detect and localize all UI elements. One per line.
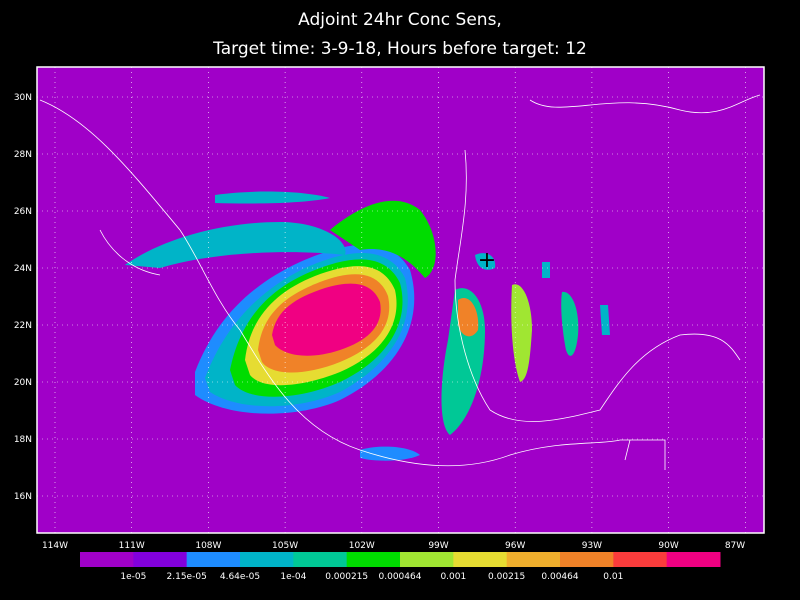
lon-label: 96W [505,541,525,551]
lon-label: 93W [582,541,602,551]
colorbar-label: 0.000464 [379,572,422,582]
lon-label: 90W [658,541,678,551]
lon-label: 108W [195,541,221,551]
lat-label: 24N [14,264,32,274]
lat-label: 22N [14,321,32,331]
colorbar-swatch [560,552,614,567]
colorbar-swatch [613,552,668,567]
lat-label: 28N [14,150,32,160]
title-line: Target time: 3-9-18, Hours before target… [212,39,587,59]
title-line: Adjoint 24hr Conc Sens, [298,10,502,30]
lat-label: 30N [14,93,32,103]
colorbar-label: 1e-05 [120,572,146,582]
colorbar-label: 0.01 [603,572,623,582]
colorbar-label: 1e-04 [280,572,306,582]
lon-label: 102W [349,541,375,551]
colorbar-label: 0.001 [440,572,466,582]
colorbar-swatch [80,552,134,567]
colorbar-swatch [666,552,721,567]
graticule [37,67,764,533]
lon-label: 87W [725,541,745,551]
colorbar-swatch [133,552,188,567]
colorbar-swatch [186,552,241,567]
colorbar-swatch [346,552,401,567]
colorbar-swatch [453,552,508,567]
colorbar-swatch [293,552,348,567]
colorbar-label: 2.15e-05 [167,572,207,582]
lon-label: 114W [42,541,68,551]
colorbar-label: 4.64e-05 [220,572,260,582]
colorbar-swatch [506,552,561,567]
colorbar-label: 0.00464 [541,572,578,582]
axis-labels: 30N 28N 26N 24N 22N 20N 18N 16N 114W 111W 108W 105W… [14,93,745,551]
map-frame [36,66,765,534]
lat-label: 16N [14,492,32,502]
field-contours [125,191,610,461]
lon-label: 111W [119,541,145,551]
colorbar: 1e-05 2.15e-05 4.64e-05 1e-04 0.000215 0.0004… [80,552,721,582]
lon-label: 105W [272,541,298,551]
lon-label: 99W [428,541,448,551]
lat-label: 26N [14,207,32,217]
target-marker: + [478,248,496,273]
lat-label: 18N [14,435,32,445]
colorbar-label: 0.00215 [488,572,525,582]
colorbar-swatch [240,552,294,567]
lat-label: 20N [14,378,32,388]
colorbar-label: 0.000215 [325,572,368,582]
colorbar-swatch [400,552,454,567]
coastlines [39,94,761,470]
